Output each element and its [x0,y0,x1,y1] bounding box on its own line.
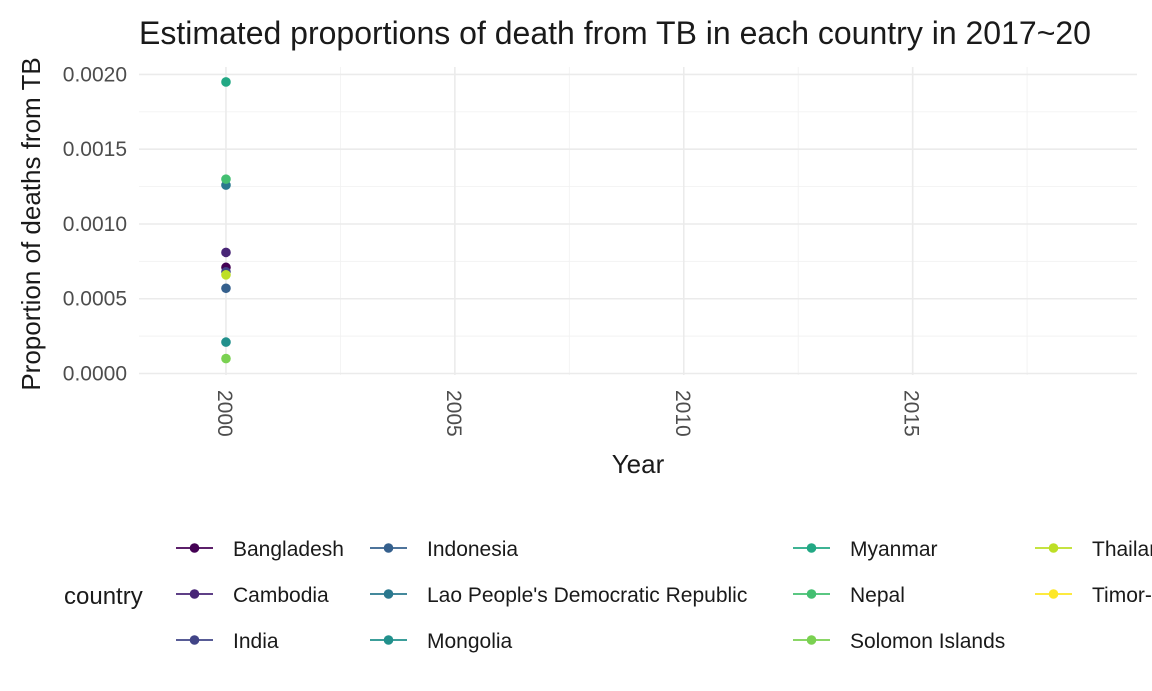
data-point [221,77,231,87]
legend-label: Mongolia [427,630,513,653]
legend-label: Cambodia [233,584,329,607]
legend-key-point [189,543,200,553]
legend-key-point [1048,589,1059,599]
x-axis-title: Year [612,449,665,479]
legend-key-point [383,635,394,645]
y-tick-label: 0.0005 [63,288,127,311]
y-tick-label: 0.0010 [63,213,127,236]
x-tick-label: 2015 [900,390,923,437]
legend-label: Lao People's Democratic Republic [427,584,747,607]
data-point [221,270,231,280]
y-tick-labels: 0.0000 0.0005 0.0010 0.0015 0.0020 [63,63,127,385]
legend-key-point [806,635,817,645]
chart-title: Estimated proportions of death from TB i… [139,15,1091,51]
legend-label: India [233,630,279,653]
legend-key-point [1048,543,1059,553]
legend-label: Nepal [850,584,905,607]
data-point [221,283,231,294]
legend-key-point [806,589,817,599]
y-axis-title: Proportion of deaths from TB [16,57,46,390]
legend-label: Thailand [1092,538,1152,561]
data-point [221,337,231,347]
data-point [221,353,231,364]
x-tick-label: 2010 [671,390,694,437]
legend-key-point [189,635,200,645]
legend-label: Timor-Leste [1092,584,1152,607]
y-tick-label: 0.0015 [63,138,127,161]
legend-label: Myanmar [850,538,938,561]
legend-label: Solomon Islands [850,630,1005,653]
legend-key-point [383,589,394,599]
legend-title: country [64,583,143,610]
grid [139,67,1137,375]
x-tick-label: 2000 [213,390,236,437]
data-points [221,77,231,364]
data-point [221,174,231,184]
y-tick-label: 0.0000 [63,363,127,386]
legend-label: Bangladesh [233,538,344,561]
legend-key-point [806,543,817,553]
legend-key-point [189,589,200,599]
data-point [221,247,231,258]
legend-key-point [383,543,394,553]
legend-label: Indonesia [427,538,518,561]
x-tick-label: 2005 [442,390,465,437]
x-tick-labels: 2000 2005 2010 2015 [213,390,923,437]
legend: Bangladesh Cambodia India Indonesia Lao Peop… [176,538,1152,653]
y-tick-label: 0.0020 [63,63,127,86]
